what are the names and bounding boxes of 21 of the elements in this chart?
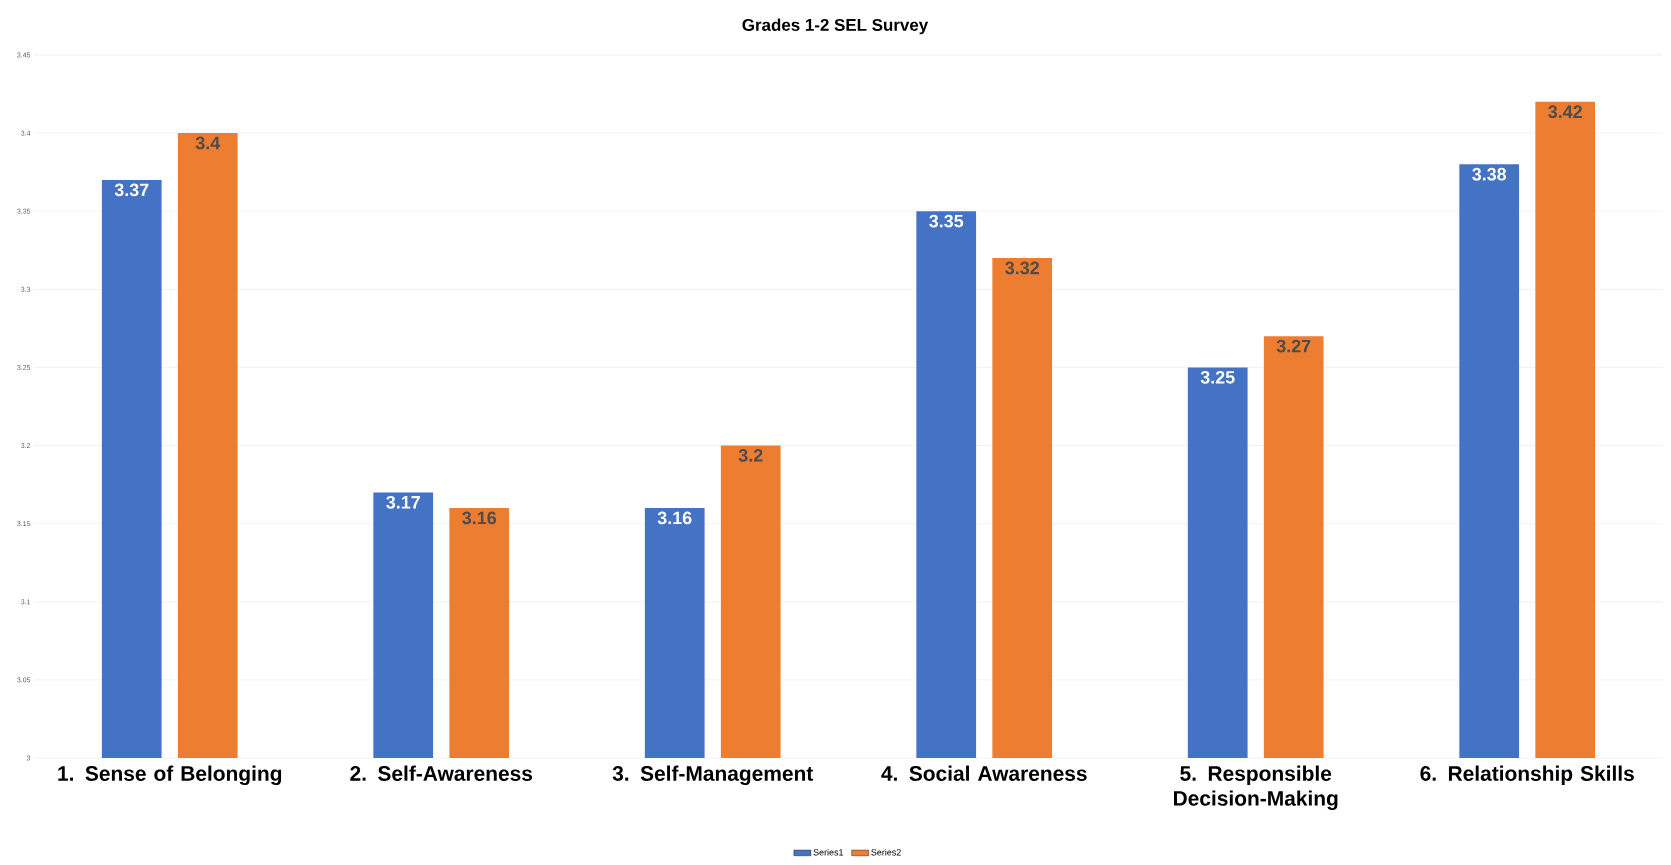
x-tick-label: 4. Social Awareness <box>881 765 1087 781</box>
x-tick-label: 2. Self-Awareness <box>350 765 533 781</box>
data-label: 3.16 <box>462 511 497 525</box>
data-label: 3.27 <box>1276 339 1311 353</box>
data-label: 3.16 <box>657 511 692 525</box>
x-tick-label: 3. Self-Management <box>612 765 814 786</box>
data-label: 3.17 <box>386 495 420 509</box>
data-label: 3.38 <box>1472 167 1507 181</box>
data-label: 3.37 <box>114 183 149 197</box>
data-label: 3.35 <box>929 214 964 228</box>
data-label: 3.4 <box>195 136 221 150</box>
chart-title: Grades 1-2 SEL Survey <box>742 18 929 35</box>
data-label: 3.32 <box>1005 261 1039 275</box>
data-label: 3.25 <box>1200 370 1235 384</box>
x-tick-label: 5. Responsible Decision-Making <box>1174 765 1338 811</box>
legend-label: Series2 <box>871 848 901 856</box>
data-label: 3.2 <box>738 449 763 462</box>
data-label: 3.42 <box>1548 105 1582 119</box>
x-tick-label: 6. Relationship Skills <box>1420 765 1634 786</box>
legend-label: Series1 <box>813 848 844 856</box>
x-tick-label: 1. Sense of Belonging <box>58 765 282 786</box>
